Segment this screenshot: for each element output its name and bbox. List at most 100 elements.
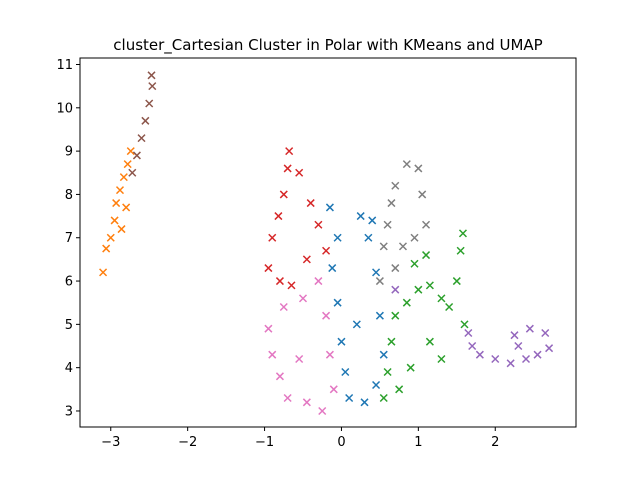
- point-2-6: [295, 168, 304, 177]
- point-3-12: [295, 354, 304, 364]
- point-5-10: [398, 242, 408, 251]
- point-5-1: [379, 242, 388, 251]
- point-4-13: [356, 212, 365, 221]
- point-4-8: [372, 380, 381, 390]
- point-6-5: [414, 285, 423, 294]
- point-2-7: [306, 199, 315, 208]
- point-0-7: [123, 160, 132, 169]
- point-3-7: [325, 350, 334, 359]
- point-6-15: [437, 354, 446, 364]
- point-5-6: [414, 164, 423, 173]
- x-tick-label: −3: [101, 435, 120, 450]
- point-6-7: [410, 259, 419, 268]
- point-7-8: [545, 344, 554, 353]
- point-1-6: [147, 71, 156, 80]
- point-1-2: [137, 134, 146, 143]
- point-7-5: [506, 359, 515, 368]
- point-6-16: [425, 337, 434, 346]
- y-tick-label: 10: [56, 101, 73, 116]
- point-1-4: [145, 99, 154, 108]
- point-4-6: [345, 393, 354, 403]
- point-0-3: [110, 216, 119, 225]
- point-0-4: [112, 199, 121, 208]
- chart-title: cluster_Cartesian Cluster in Polar with …: [113, 36, 542, 55]
- point-5-2: [383, 220, 392, 229]
- point-6-4: [402, 298, 411, 307]
- point-1-1: [132, 151, 141, 160]
- point-4-4: [337, 337, 346, 346]
- point-6-9: [437, 294, 446, 303]
- point-3-10: [298, 294, 308, 303]
- point-4-14: [368, 216, 377, 225]
- y-tick-label: 7: [65, 231, 73, 246]
- cluster-4: [325, 203, 388, 407]
- point-6-11: [452, 277, 461, 286]
- point-7-6: [521, 354, 531, 364]
- point-0-5: [115, 186, 125, 195]
- point-3-0: [264, 324, 273, 333]
- point-4-7: [360, 398, 369, 407]
- cluster-5: [375, 160, 431, 286]
- point-6-6: [422, 251, 431, 260]
- point-2-3: [279, 190, 288, 199]
- point-4-15: [352, 320, 361, 329]
- point-2-10: [287, 281, 296, 290]
- point-2-0: [264, 264, 273, 273]
- y-tick-label: 3: [65, 404, 73, 419]
- point-0-1: [102, 244, 111, 253]
- point-0-9: [122, 203, 131, 212]
- point-4-9: [379, 350, 388, 359]
- point-2-9: [302, 255, 311, 264]
- point-7-7: [533, 350, 542, 359]
- point-2-5: [285, 147, 294, 156]
- cluster-3: [264, 277, 338, 416]
- point-4-2: [328, 264, 337, 273]
- point-3-5: [318, 406, 327, 416]
- point-2-2: [274, 212, 283, 221]
- x-tick-label: −1: [255, 435, 274, 450]
- point-5-8: [422, 220, 431, 229]
- x-tick-label: 0: [337, 435, 345, 450]
- y-tick-label: 5: [65, 318, 73, 333]
- y-tick-label: 4: [65, 361, 73, 376]
- point-0-10: [117, 225, 126, 234]
- point-6-18: [395, 385, 404, 394]
- point-3-11: [279, 303, 288, 312]
- point-6-17: [406, 363, 415, 372]
- point-7-3: [475, 350, 484, 359]
- point-2-1: [268, 233, 277, 242]
- point-0-6: [119, 173, 128, 182]
- y-tick-label: 8: [65, 188, 73, 203]
- point-4-11: [372, 268, 381, 277]
- point-3-3: [283, 393, 292, 403]
- cluster-1: [128, 71, 157, 177]
- point-6-1: [383, 367, 392, 377]
- point-4-1: [333, 233, 342, 242]
- y-tick-label: 9: [65, 145, 73, 160]
- point-2-8: [314, 220, 323, 229]
- point-7-11: [510, 331, 519, 340]
- point-7-2: [468, 341, 477, 351]
- point-1-3: [141, 116, 150, 125]
- point-4-12: [364, 233, 373, 242]
- point-7-9: [541, 328, 550, 338]
- point-5-11: [391, 264, 400, 273]
- point-5-4: [391, 181, 400, 190]
- point-5-5: [402, 160, 411, 169]
- point-6-13: [458, 229, 467, 238]
- point-2-12: [322, 246, 331, 255]
- cluster-6: [379, 229, 469, 403]
- point-6-8: [425, 281, 434, 290]
- point-5-7: [418, 190, 427, 199]
- point-6-14: [460, 320, 469, 329]
- point-4-3: [333, 298, 342, 307]
- point-3-8: [322, 311, 331, 320]
- x-tick-label: 2: [491, 435, 499, 450]
- point-7-10: [525, 324, 534, 333]
- point-3-2: [275, 372, 284, 381]
- cluster-0: [99, 147, 135, 277]
- point-6-0: [379, 393, 388, 403]
- point-7-1: [464, 328, 473, 338]
- point-0-0: [99, 268, 108, 277]
